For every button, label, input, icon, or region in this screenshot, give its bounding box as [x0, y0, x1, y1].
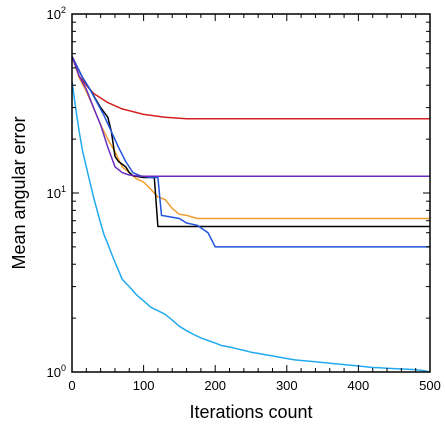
x-tick-label: 400 [348, 378, 370, 393]
series-line-1 [71, 56, 430, 120]
series-layer [71, 55, 431, 373]
y-axis-label: Mean angular error [9, 116, 29, 269]
x-tick-label: 500 [419, 378, 441, 393]
series-line-3 [71, 55, 430, 228]
x-tick-label: 200 [204, 378, 226, 393]
x-axis-label: Iterations count [189, 402, 312, 422]
y-tick-label: 102 [47, 5, 66, 22]
series-line-5 [71, 56, 430, 178]
x-tick-label: 100 [133, 378, 155, 393]
y-tick-label: 101 [47, 184, 66, 201]
series-line-4 [71, 55, 430, 248]
series-line-2 [71, 56, 430, 220]
y-tick-label: 100 [47, 363, 66, 380]
x-tick-label: 300 [276, 378, 298, 393]
x-tick-label: 0 [68, 378, 75, 393]
plot-frame [71, 13, 431, 373]
series-line-6 [71, 81, 431, 373]
